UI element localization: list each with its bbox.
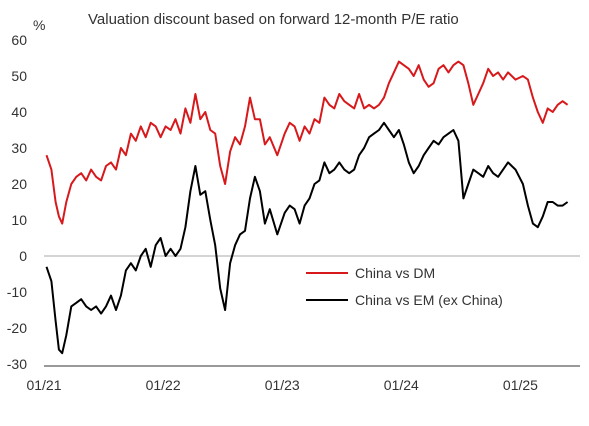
x-axis-ticks: 01/21 01/22 01/23 01/24 01/25: [26, 377, 538, 393]
chart-title: Valuation discount based on forward 12-m…: [88, 11, 459, 28]
y-axis-unit: %: [33, 17, 45, 33]
series-lines: [45, 60, 569, 355]
x-tick-label: 01/22: [146, 377, 181, 393]
series-line-china-vs-dm: [45, 60, 569, 225]
x-tick-label: 01/25: [503, 377, 538, 393]
series-line-china-vs-em: [45, 121, 569, 355]
y-tick-label: 0: [19, 248, 27, 264]
y-tick-label: 10: [11, 212, 27, 228]
y-axis-ticks: 60 50 40 30 20 10 0 -10 -20 -30: [7, 32, 27, 372]
legend-label-china-vs-em: China vs EM (ex China): [355, 292, 503, 308]
y-tick-label: 30: [11, 140, 27, 156]
legend-label-china-vs-dm: China vs DM: [355, 265, 435, 281]
legend: China vs DM China vs EM (ex China): [306, 265, 503, 308]
y-tick-label: -30: [7, 356, 27, 372]
y-tick-label: 50: [11, 68, 27, 84]
y-tick-label: -20: [7, 320, 27, 336]
y-tick-label: -10: [7, 284, 27, 300]
x-tick-label: 01/24: [384, 377, 419, 393]
y-tick-label: 40: [11, 104, 27, 120]
x-tick-label: 01/21: [26, 377, 61, 393]
y-tick-label: 20: [11, 176, 27, 192]
y-tick-label: 60: [11, 32, 27, 48]
x-tick-label: 01/23: [265, 377, 300, 393]
